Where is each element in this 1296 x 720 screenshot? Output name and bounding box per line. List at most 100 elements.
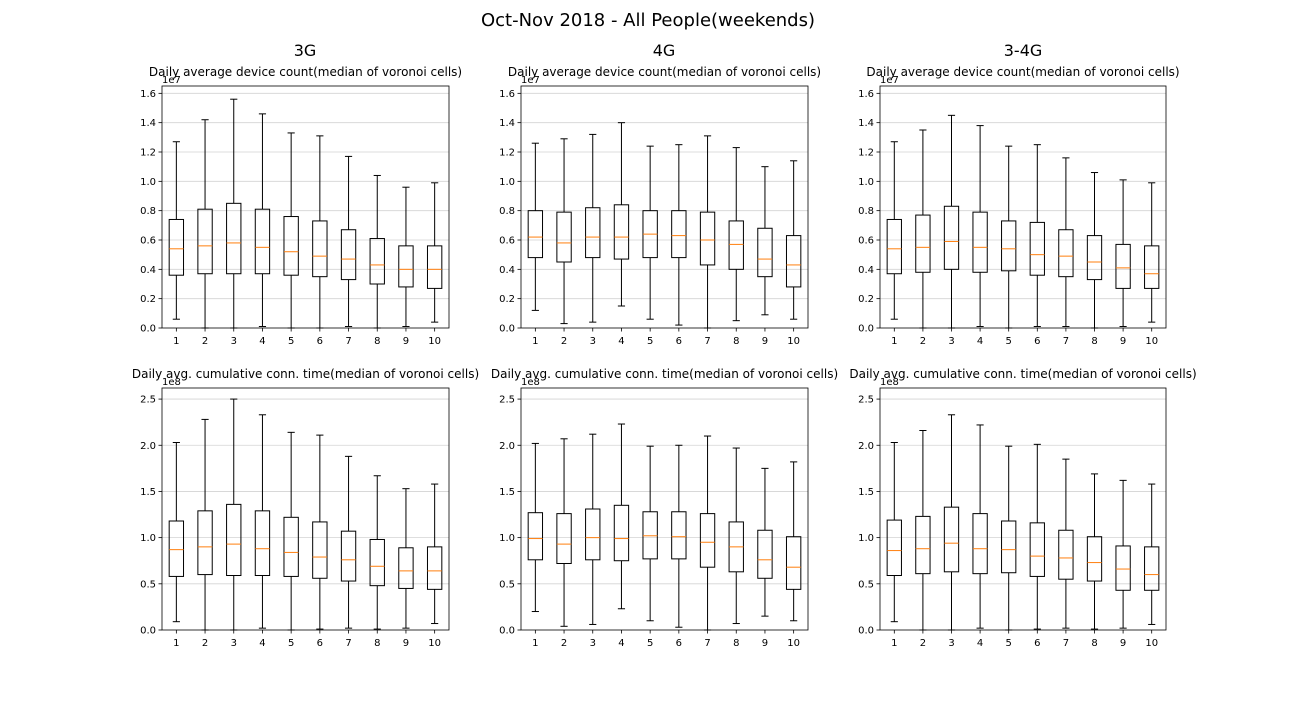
box-iqr xyxy=(1144,546,1160,591)
box-10 xyxy=(1144,182,1160,323)
box-iqr xyxy=(1115,545,1131,591)
x-tick-label: 6 xyxy=(317,336,323,347)
x-tick-label: 10 xyxy=(787,336,800,347)
y-tick-label: 1.0 xyxy=(499,177,515,188)
box-iqr xyxy=(613,504,630,562)
x-tick-label: 5 xyxy=(288,336,294,347)
box-9 xyxy=(757,166,773,316)
x-tick-label: 5 xyxy=(1006,336,1012,347)
y-tick-label: 2.0 xyxy=(140,441,156,452)
x-tick-label: 10 xyxy=(787,638,800,649)
y-tick-label: 1.0 xyxy=(858,533,874,544)
x-tick-label: 3 xyxy=(948,638,954,649)
box-iqr xyxy=(1029,522,1045,577)
axes-frame xyxy=(879,85,1167,329)
x-tick-label: 10 xyxy=(428,638,441,649)
x-tick-label: 9 xyxy=(1120,638,1126,649)
box-3 xyxy=(943,114,960,329)
box-3 xyxy=(226,398,242,631)
box-9 xyxy=(1115,479,1131,629)
y-tick-label: 2.0 xyxy=(499,441,515,452)
y-tick-label: 1.0 xyxy=(858,177,874,188)
box-3 xyxy=(585,433,601,625)
box-9 xyxy=(1115,179,1131,328)
y-tick-label: 0.2 xyxy=(140,294,156,305)
box-iqr xyxy=(1001,520,1017,574)
box-5 xyxy=(283,431,299,631)
y-tick-label: 1.4 xyxy=(499,118,515,129)
x-tick-label: 1 xyxy=(532,336,538,347)
y-tick-label: 1.2 xyxy=(140,148,156,159)
y-tick-label: 0.5 xyxy=(858,579,874,590)
box-iqr xyxy=(671,511,687,560)
y-tick-label: 1.5 xyxy=(858,487,874,498)
box-iqr xyxy=(283,216,299,276)
box-10 xyxy=(785,160,802,320)
box-iqr xyxy=(671,210,687,259)
x-tick-label: 3 xyxy=(231,336,237,347)
axis-offset-label: 1e8 xyxy=(880,377,899,388)
box-iqr xyxy=(556,211,572,263)
x-tick-label: 3 xyxy=(948,336,954,347)
box-10 xyxy=(426,483,443,625)
y-tick-label: 0.2 xyxy=(858,294,874,305)
y-tick-label: 0.5 xyxy=(499,579,515,590)
x-tick-label: 3 xyxy=(231,638,237,649)
box-iqr xyxy=(369,538,385,587)
box-2 xyxy=(197,418,213,631)
x-tick-label: 4 xyxy=(977,336,983,347)
box-iqr xyxy=(915,214,931,273)
boxplot-panel-1: 0.0 0.2 0.4 0.6 0.8 1.0 1.2 1.4 1.6 1 2 3 4 5 6 7 8 9 10 Da… xyxy=(140,65,462,347)
x-tick-label: 2 xyxy=(920,336,926,347)
box-iqr xyxy=(398,245,414,288)
y-tick-label: 2.5 xyxy=(140,395,156,406)
x-tick-label: 10 xyxy=(1145,638,1158,649)
box-6 xyxy=(1029,443,1045,630)
boxplot-panel-6: 0.0 0.5 1.0 1.5 2.0 2.5 1 2 3 4 5 6 7 8 9 10 Daily avg. … xyxy=(849,367,1196,649)
y-tick-label: 0.6 xyxy=(499,236,515,247)
x-tick-label: 2 xyxy=(202,638,208,649)
x-tick-label: 3 xyxy=(590,336,596,347)
box-iqr xyxy=(1086,235,1103,281)
axis-offset-label: 1e7 xyxy=(162,75,181,86)
box-10 xyxy=(426,182,443,323)
box-iqr xyxy=(369,238,385,285)
x-tick-label: 7 xyxy=(1063,336,1069,347)
box-8 xyxy=(369,475,385,630)
y-tick-label: 1.5 xyxy=(140,487,156,498)
box-iqr xyxy=(197,510,213,576)
box-1 xyxy=(168,141,185,320)
x-tick-label: 2 xyxy=(202,336,208,347)
box-iqr xyxy=(197,208,213,275)
box-6 xyxy=(1029,144,1045,328)
y-tick-label: 1.6 xyxy=(858,89,874,100)
box-2 xyxy=(915,429,931,631)
x-tick-label: 9 xyxy=(762,638,768,649)
y-tick-label: 1.2 xyxy=(858,148,874,159)
x-tick-label: 7 xyxy=(1063,638,1069,649)
axes-frame xyxy=(879,387,1167,631)
box-10 xyxy=(785,461,802,622)
box-7 xyxy=(340,455,357,629)
box-iqr xyxy=(886,218,902,275)
box-6 xyxy=(671,444,687,628)
box-1 xyxy=(886,441,902,623)
axes-frame xyxy=(520,387,809,631)
axes-frame xyxy=(520,85,809,329)
box-iqr xyxy=(556,513,572,564)
box-7 xyxy=(1058,157,1074,328)
box-3 xyxy=(585,133,601,323)
y-tick-label: 1.4 xyxy=(140,118,156,129)
y-tick-label: 0.0 xyxy=(858,626,874,637)
y-tick-label: 0.8 xyxy=(140,206,156,217)
y-tick-label: 1.6 xyxy=(140,89,156,100)
box-iqr xyxy=(943,506,960,573)
x-tick-label: 4 xyxy=(259,638,265,649)
box-5 xyxy=(1001,445,1017,631)
box-4 xyxy=(613,122,630,307)
box-iqr xyxy=(1115,243,1131,289)
axes-frame xyxy=(161,387,450,631)
x-tick-label: 1 xyxy=(532,638,538,649)
box-iqr xyxy=(699,513,716,568)
